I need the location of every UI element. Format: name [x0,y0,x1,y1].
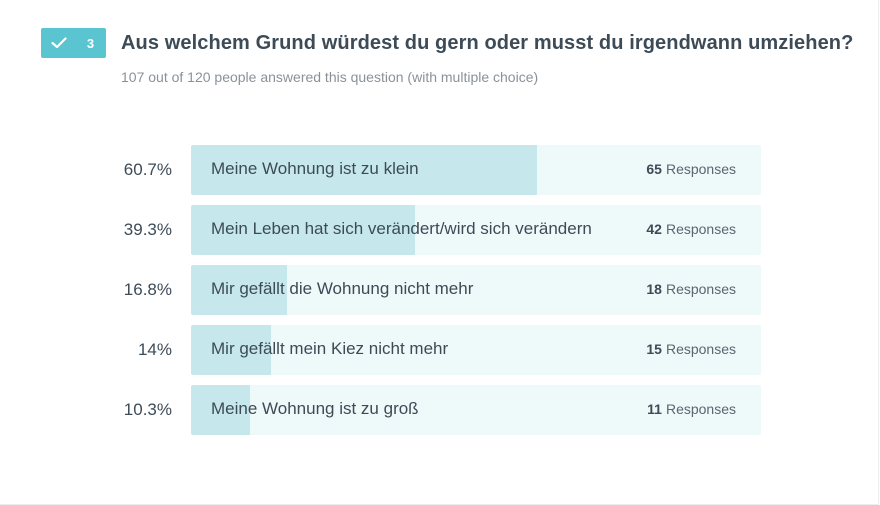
bar-fill [191,385,250,435]
bar-track: Mir gefällt mein Kiez nicht mehr 15 Respon… [191,325,761,375]
response-count-value: 15 [646,341,662,357]
bar-track: Meine Wohnung ist zu groß 11 Responses [191,385,761,435]
question-subtitle: 107 out of 120 people answered this ques… [121,69,539,85]
response-count-label: Responses [665,341,736,357]
answer-label: Meine Wohnung ist zu groß [211,399,419,418]
response-count: 42 Responses [646,205,736,255]
response-count-label: Responses [665,281,736,297]
bar-track: Mein Leben hat sich verändert/wird sich … [191,205,761,255]
response-count-label: Responses [665,221,736,237]
percent-label: 60.7% [123,160,172,179]
response-count-value: 65 [646,161,662,177]
question-number: 3 [86,35,95,51]
response-count: 15 Responses [646,325,736,375]
percent-label: 14% [137,340,172,359]
bar-fill [191,205,415,255]
result-row: 16.8% Mir gefällt die Wohnung nicht mehr 1… [0,265,880,315]
bar-fill [191,145,537,195]
percent-label: 39.3% [123,220,172,239]
response-count-value: 42 [646,221,662,237]
answer-label: Meine Wohnung ist zu klein [211,159,419,178]
bar-fill [191,265,287,315]
check-icon [41,28,77,58]
bar-track: Meine Wohnung ist zu klein 65 Responses [191,145,761,195]
response-count: 65 Responses [646,145,736,195]
response-count-value: 18 [646,281,662,297]
percent-label: 16.8% [123,280,172,299]
response-count-value: 11 [647,401,662,417]
result-row: 39.3% Mein Leben hat sich verändert/wird … [0,205,880,255]
answer-label: Mein Leben hat sich verändert/wird sich … [211,219,592,238]
result-row: 60.7% Meine Wohnung ist zu klein 65 Respons… [0,145,880,195]
response-count-label: Responses [665,161,736,177]
response-count-label: Responses [665,401,736,417]
response-count: 18 Responses [646,265,736,315]
result-row: 10.3% Meine Wohnung ist zu groß 11 Response… [0,385,880,435]
question-badge: 3 [41,28,106,58]
result-row: 14% Mir gefällt mein Kiez nicht mehr 15 Res… [0,325,880,375]
bar-track: Mir gefällt die Wohnung nicht mehr 18 Resp… [191,265,761,315]
answer-label: Mir gefällt die Wohnung nicht mehr [211,279,474,298]
answer-label: Mir gefällt mein Kiez nicht mehr [211,339,449,358]
response-count: 11 Responses [647,385,736,435]
percent-label: 10.3% [123,400,172,419]
bar-fill [191,325,271,375]
question-title: Aus welchem Grund würdest du gern oder m… [121,32,854,54]
